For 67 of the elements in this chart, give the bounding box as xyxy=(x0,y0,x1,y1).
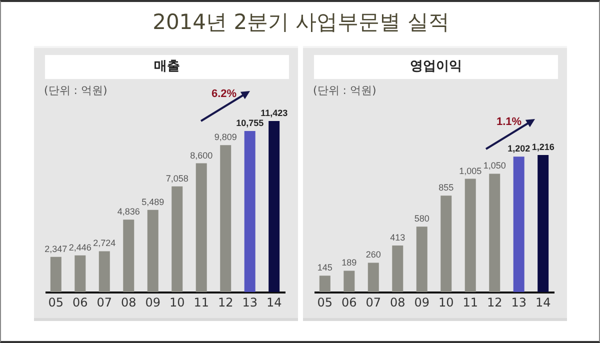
text: 1.1% xyxy=(496,116,522,128)
chart-subtitle: 영업이익 xyxy=(314,55,558,79)
data-label: 1,050 xyxy=(483,160,506,171)
text: (단위 : 억원) xyxy=(313,83,376,98)
x-tick-label: 13 xyxy=(242,296,258,310)
bar xyxy=(268,121,280,292)
data-label: 855 xyxy=(438,182,454,193)
chart-title: 2014년 2분기 사업부문별 실적 xyxy=(152,9,450,36)
x-tick-label: 10 xyxy=(438,296,454,310)
data-label: 10,755 xyxy=(236,118,264,128)
data-label: 5,489 xyxy=(142,196,164,207)
bar xyxy=(489,174,500,292)
bar xyxy=(172,186,183,292)
bar xyxy=(440,196,452,292)
x-tick-label: 09 xyxy=(145,296,161,310)
bar xyxy=(123,220,134,292)
bar xyxy=(98,251,110,292)
bar xyxy=(220,145,232,292)
x-tick-label: 12 xyxy=(486,296,502,310)
chart-subtitle: 매출 xyxy=(45,55,289,79)
data-label: 189 xyxy=(342,258,357,268)
x-tick-label: 11 xyxy=(462,296,478,310)
data-label: 2,724 xyxy=(93,238,116,248)
x-tick-label: 14 xyxy=(266,296,282,310)
bar xyxy=(538,155,549,292)
data-label: 413 xyxy=(390,232,406,242)
bar xyxy=(50,256,62,292)
data-label: 2,446 xyxy=(68,242,92,252)
data-label: 2,347 xyxy=(44,244,68,254)
data-label: 11,423 xyxy=(260,108,288,118)
x-tick-label: 13 xyxy=(511,296,526,310)
x-tick-label: 05 xyxy=(48,296,64,310)
bar xyxy=(196,163,207,292)
data-label: 260 xyxy=(366,250,381,260)
data-label: 7,058 xyxy=(166,173,188,184)
data-label: 4,836 xyxy=(117,206,140,217)
bar xyxy=(147,210,158,292)
data-label: 580 xyxy=(414,214,430,224)
x-tick-label: 10 xyxy=(169,296,185,310)
bar xyxy=(513,156,524,292)
bar xyxy=(464,178,476,292)
x-tick-label: 05 xyxy=(317,296,333,310)
bar xyxy=(244,131,256,292)
bar xyxy=(319,276,330,292)
text: (단위 : 억원) xyxy=(44,83,108,98)
x-tick-label: 14 xyxy=(535,296,551,310)
x-tick-label: 09 xyxy=(414,296,430,310)
data-label: 1,216 xyxy=(532,142,554,152)
x-tick-label: 07 xyxy=(96,296,112,310)
data-label: 145 xyxy=(317,262,332,273)
text: 6.2% xyxy=(211,88,237,100)
x-tick-label: 11 xyxy=(194,296,210,310)
x-tick-label: 06 xyxy=(72,296,88,310)
bar xyxy=(74,255,86,292)
bar xyxy=(392,245,404,292)
bar xyxy=(368,262,379,292)
data-label: 1,202 xyxy=(508,144,530,154)
data-label: 9,809 xyxy=(214,132,237,142)
data-label: 8,600 xyxy=(190,150,213,160)
x-tick-label: 06 xyxy=(342,296,357,310)
bar xyxy=(416,226,428,292)
x-tick-label: 07 xyxy=(366,296,382,310)
x-tick-label: 08 xyxy=(120,296,136,310)
x-tick-label: 12 xyxy=(218,296,234,310)
bar xyxy=(344,270,355,292)
data-label: 1,005 xyxy=(459,166,482,176)
x-tick-label: 08 xyxy=(390,296,406,310)
